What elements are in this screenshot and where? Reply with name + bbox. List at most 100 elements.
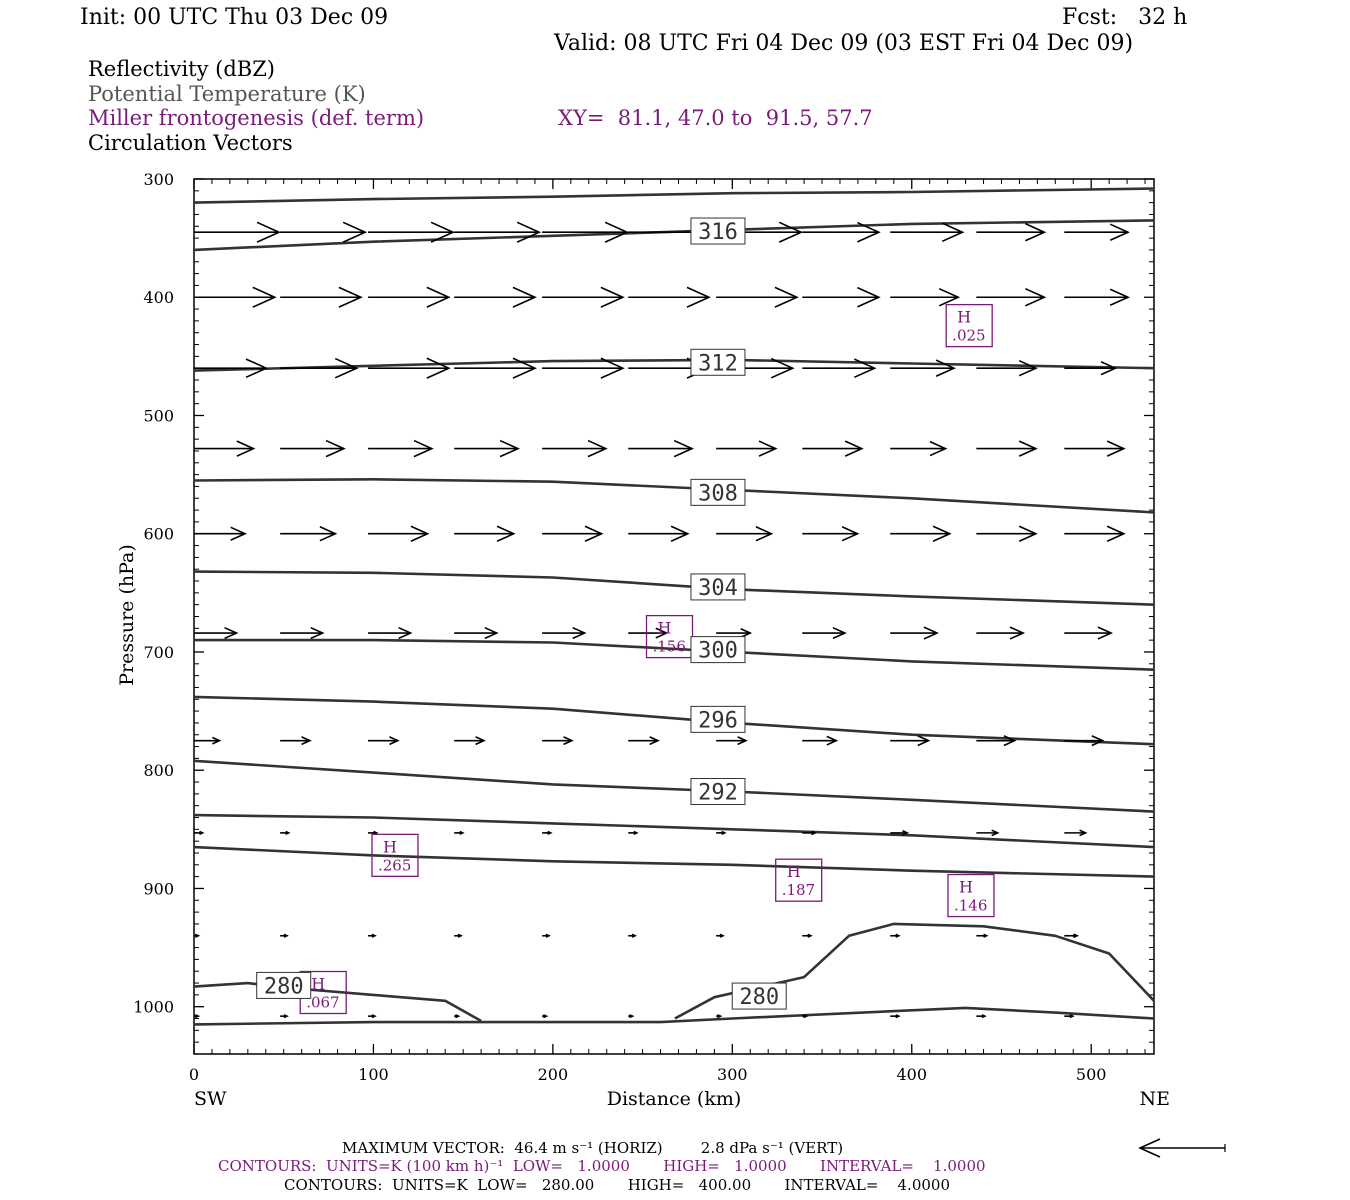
circulation-vector-arrow xyxy=(368,933,377,938)
theta-contour-label-box xyxy=(690,348,746,376)
y-tick-label: 900 xyxy=(143,879,174,898)
vector-head xyxy=(1109,288,1130,307)
x-end-label-ne: NE xyxy=(1140,1088,1171,1110)
vector-head xyxy=(740,628,753,639)
vector-head xyxy=(604,221,630,243)
circulation-vector-arrow xyxy=(454,439,520,458)
circulation-vector-arrow xyxy=(976,525,1038,542)
vector-head xyxy=(1073,933,1079,939)
vector-head xyxy=(929,440,948,457)
vector-head xyxy=(600,286,625,308)
footer-contours-theta: CONTOURS: UNITS=K LOW= 280.00 HIGH= 400.… xyxy=(284,1176,950,1194)
vector-head xyxy=(649,736,660,746)
circulation-vector-arrow xyxy=(976,626,1026,640)
vector-head xyxy=(236,440,256,457)
circulation-vector-arrow xyxy=(628,439,694,458)
theta-contour-line xyxy=(193,358,1155,372)
circulation-vector-arrow xyxy=(802,933,813,938)
circulation-vector-arrow xyxy=(454,221,542,243)
vector-head xyxy=(457,933,463,938)
frontogenesis-max-label: H xyxy=(658,619,672,638)
vector-head xyxy=(807,933,813,938)
vector-head xyxy=(981,1014,987,1019)
circulation-vector-arrow xyxy=(890,525,952,542)
vector-head xyxy=(778,221,804,243)
theta-contour-line xyxy=(193,695,1155,746)
circulation-vector-arrow xyxy=(890,440,948,457)
circulation-vector-arrow xyxy=(628,933,637,938)
vector-head xyxy=(584,525,604,542)
circulation-vector-arrow xyxy=(802,735,839,746)
vector-head xyxy=(410,525,430,542)
circulation-vector-arrow xyxy=(194,736,222,745)
circulation-vector-arrow xyxy=(280,736,312,746)
circulation-vector-arrow xyxy=(454,933,463,938)
frontogenesis-max-value: .146 xyxy=(954,897,987,915)
theta-contour-line xyxy=(193,477,1155,514)
circulation-vector-arrow xyxy=(194,933,201,938)
circulation-vector-arrow xyxy=(542,626,587,640)
circulation-vector-arrow xyxy=(280,357,359,379)
vector-head xyxy=(426,357,451,379)
frontogenesis-max-label: H xyxy=(959,878,973,897)
vector-head xyxy=(459,830,465,835)
circulation-vector-arrow xyxy=(1064,735,1105,747)
x-tick-label: 300 xyxy=(717,1065,748,1084)
circulation-vector-arrow xyxy=(280,286,363,308)
vector-head xyxy=(670,525,690,542)
vector-head xyxy=(633,830,639,835)
circulation-vector-arrow xyxy=(542,1014,549,1019)
vector-head xyxy=(547,830,553,835)
reference-vector-arrow xyxy=(1138,1138,1226,1158)
theta-contour-label: 312 xyxy=(698,351,738,376)
circulation-vector-arrow xyxy=(716,1014,723,1019)
theta-contour-label: 280 xyxy=(739,985,779,1010)
theta-contour-line xyxy=(193,813,1155,849)
circulation-vector-arrow xyxy=(1064,223,1130,241)
circulation-vector-arrow xyxy=(194,1014,201,1019)
vector-head xyxy=(673,439,694,458)
vector-head xyxy=(194,933,201,938)
vector-head xyxy=(717,1014,723,1019)
vector-head xyxy=(334,357,359,379)
vector-head xyxy=(1106,440,1126,457)
vector-head xyxy=(572,626,587,640)
frontogenesis-max-label: H xyxy=(311,975,325,994)
vector-head xyxy=(1106,525,1126,542)
circulation-vector-arrow xyxy=(802,1014,809,1019)
vector-head xyxy=(923,626,939,640)
vector-head xyxy=(230,526,247,541)
vector-head xyxy=(853,358,877,379)
vector-head xyxy=(338,286,363,308)
frontogenesis-max-label: H xyxy=(383,837,397,856)
footer-contours-fronto: CONTOURS: UNITS=K (100 km h)⁻¹ LOW= 1.00… xyxy=(218,1157,986,1175)
circulation-vector-arrow xyxy=(280,221,368,243)
vector-head xyxy=(941,222,965,243)
vector-head xyxy=(212,736,222,745)
circulation-vector-arrow xyxy=(802,440,864,457)
circulation-vector-arrow xyxy=(542,221,630,243)
vector-head xyxy=(285,830,291,835)
theta-contour-line xyxy=(193,1006,1155,1026)
vector-head xyxy=(917,735,931,747)
vector-head xyxy=(600,357,625,379)
circulation-vector-arrow xyxy=(716,628,753,639)
vector-head xyxy=(1091,735,1105,747)
vector-head xyxy=(826,735,839,746)
vector-head xyxy=(430,221,456,243)
vector-head xyxy=(770,357,795,379)
circulation-vector-arrow xyxy=(542,439,608,458)
circulation-vector-arrow xyxy=(1064,361,1118,376)
circulation-vector-arrow xyxy=(802,626,847,640)
legend-vectors: Circulation Vectors xyxy=(88,131,293,155)
x-tick-label: 200 xyxy=(538,1065,569,1084)
circulation-vector-arrow xyxy=(280,830,291,835)
circulation-vector-arrow xyxy=(368,286,451,308)
vector-head xyxy=(1018,440,1038,457)
forecast-hour: Fcst: 32 h xyxy=(1062,5,1188,30)
circulation-vector-arrow xyxy=(976,1014,987,1019)
frontogenesis-max-box xyxy=(775,858,823,902)
vector-head xyxy=(857,286,881,308)
circulation-vector-arrow xyxy=(454,626,499,640)
vector-head xyxy=(371,1014,377,1019)
